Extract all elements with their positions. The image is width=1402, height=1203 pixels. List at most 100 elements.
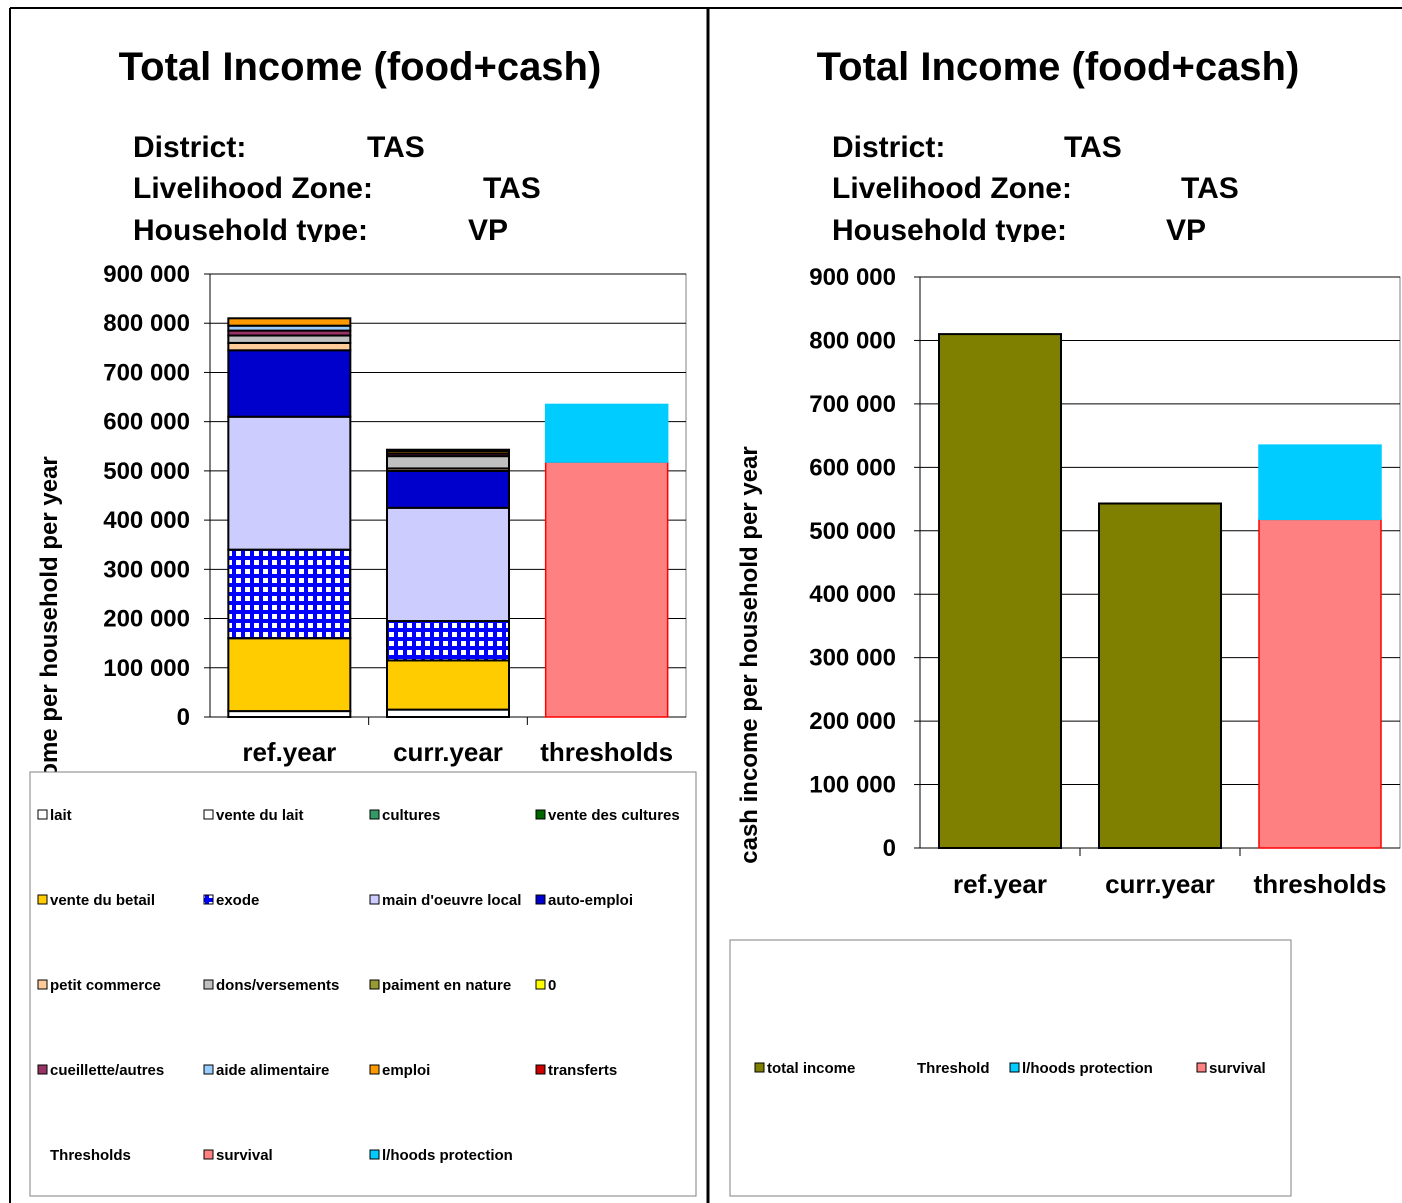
y-tick-label: 300 000 bbox=[809, 645, 896, 672]
legend-swatch bbox=[37, 979, 48, 990]
legend-swatch bbox=[203, 809, 214, 820]
legend-swatch bbox=[203, 894, 214, 905]
legend-label: total income bbox=[767, 1060, 855, 1077]
legend-label: dons/versements bbox=[216, 977, 339, 994]
legend-label: l/hoods protection bbox=[1022, 1060, 1153, 1077]
bar-segment bbox=[227, 548, 352, 640]
info-block: District: TAS Livelihood Zone: TAS Household… bbox=[832, 131, 1239, 247]
legend-label: vente du lait bbox=[216, 807, 304, 824]
info-value: TAS bbox=[1064, 131, 1122, 164]
bar-segment bbox=[1098, 502, 1222, 849]
legend-swatch bbox=[754, 1062, 765, 1073]
legend-swatch bbox=[1196, 1062, 1207, 1073]
legend-swatch bbox=[203, 979, 214, 990]
legend-swatch bbox=[369, 1149, 380, 1160]
bar-segment bbox=[386, 455, 510, 470]
x-tick-label: curr.year bbox=[1105, 869, 1215, 899]
legend-label: aide alimentaire bbox=[216, 1062, 329, 1079]
legend-swatch bbox=[1009, 1062, 1020, 1073]
y-axis-label: cash income per household per year bbox=[736, 446, 763, 863]
legend-swatch bbox=[37, 1064, 48, 1075]
x-tick-label: ref.year bbox=[953, 869, 1047, 899]
info-value: TAS bbox=[1181, 172, 1239, 205]
info-label: District: bbox=[133, 131, 246, 164]
bar-segment bbox=[227, 341, 352, 352]
legend-label: auto-emploi bbox=[548, 892, 633, 909]
bar-segment bbox=[386, 620, 510, 662]
bar-segment bbox=[227, 637, 352, 713]
legend-label: paiment en nature bbox=[382, 977, 511, 994]
legend-label: cultures bbox=[382, 807, 440, 824]
bar-segment bbox=[938, 333, 1062, 850]
y-tick-label: 500 000 bbox=[809, 518, 896, 545]
legend-swatch bbox=[37, 894, 48, 905]
legend-swatch bbox=[369, 809, 380, 820]
legend-label: l/hoods protection bbox=[382, 1147, 513, 1164]
legend-label: transferts bbox=[548, 1062, 617, 1079]
info-value: VP bbox=[1166, 214, 1206, 247]
x-tick-label: ref.year bbox=[242, 737, 336, 767]
y-tick-label: 0 bbox=[883, 835, 896, 862]
legend-label: emploi bbox=[382, 1062, 430, 1079]
bar-segment bbox=[1258, 518, 1382, 849]
bar-segment bbox=[386, 469, 510, 509]
legend-swatch bbox=[369, 979, 380, 990]
bar-segment bbox=[227, 317, 352, 327]
info-value: TAS bbox=[367, 131, 425, 164]
y-tick-label: 400 000 bbox=[103, 507, 190, 534]
legend-swatch bbox=[369, 894, 380, 905]
bar-segment bbox=[386, 448, 510, 453]
x-tick-label: thresholds bbox=[1254, 869, 1387, 899]
y-tick-label: 800 000 bbox=[809, 327, 896, 354]
legend-label: cueillette/autres bbox=[50, 1062, 164, 1079]
legend-label: survival bbox=[216, 1147, 273, 1164]
legend-swatch bbox=[203, 1149, 214, 1160]
y-tick-label: 800 000 bbox=[103, 310, 190, 337]
bar-segment bbox=[227, 349, 352, 418]
bar-segment bbox=[386, 708, 510, 718]
bar-segment bbox=[227, 415, 352, 551]
legend-swatch bbox=[37, 809, 48, 820]
legend-box bbox=[29, 771, 697, 1197]
y-tick-label: 700 000 bbox=[809, 391, 896, 418]
info-label: Livelihood Zone: bbox=[832, 172, 1072, 205]
y-tick-label: 200 000 bbox=[809, 708, 896, 735]
bar-segment bbox=[386, 659, 510, 711]
bar-segment bbox=[227, 334, 352, 344]
y-tick-label: 900 000 bbox=[809, 264, 896, 291]
legend-label: 0 bbox=[548, 977, 556, 994]
legend-swatch bbox=[535, 1064, 546, 1075]
bar-segment bbox=[1258, 444, 1382, 521]
bar-segment bbox=[544, 403, 669, 463]
legend-swatch bbox=[535, 979, 546, 990]
info-value: VP bbox=[468, 214, 508, 247]
legend-swatch bbox=[203, 1064, 214, 1075]
legend-label: survival bbox=[1209, 1060, 1266, 1077]
info-value: TAS bbox=[483, 172, 541, 205]
y-tick-label: 900 000 bbox=[103, 261, 190, 288]
info-label: District: bbox=[832, 131, 945, 164]
y-tick-label: 200 000 bbox=[103, 606, 190, 633]
y-tick-label: 100 000 bbox=[103, 655, 190, 682]
legend-label: Threshold bbox=[917, 1060, 990, 1077]
legend-label: lait bbox=[50, 807, 72, 824]
y-tick-label: 100 000 bbox=[809, 772, 896, 799]
chart-title: Total Income (food+cash) bbox=[817, 45, 1300, 89]
info-label: Livelihood Zone: bbox=[133, 172, 373, 205]
legend-label: vente du betail bbox=[50, 892, 155, 909]
y-tick-label: 300 000 bbox=[103, 556, 190, 583]
legend-swatch bbox=[535, 809, 546, 820]
y-tick-label: 700 000 bbox=[103, 359, 190, 386]
y-tick-label: 400 000 bbox=[809, 581, 896, 608]
legend-swatch bbox=[535, 894, 546, 905]
info-block: District: TAS Livelihood Zone: TAS Household… bbox=[133, 131, 541, 247]
legend-label: petit commerce bbox=[50, 977, 161, 994]
bar-segment bbox=[544, 461, 669, 718]
x-tick-label: curr.year bbox=[393, 737, 503, 767]
y-tick-label: 500 000 bbox=[103, 458, 190, 485]
info-label: Household type: bbox=[832, 214, 1067, 247]
legend-label: exode bbox=[216, 892, 259, 909]
chart-title: Total Income (food+cash) bbox=[119, 45, 602, 89]
